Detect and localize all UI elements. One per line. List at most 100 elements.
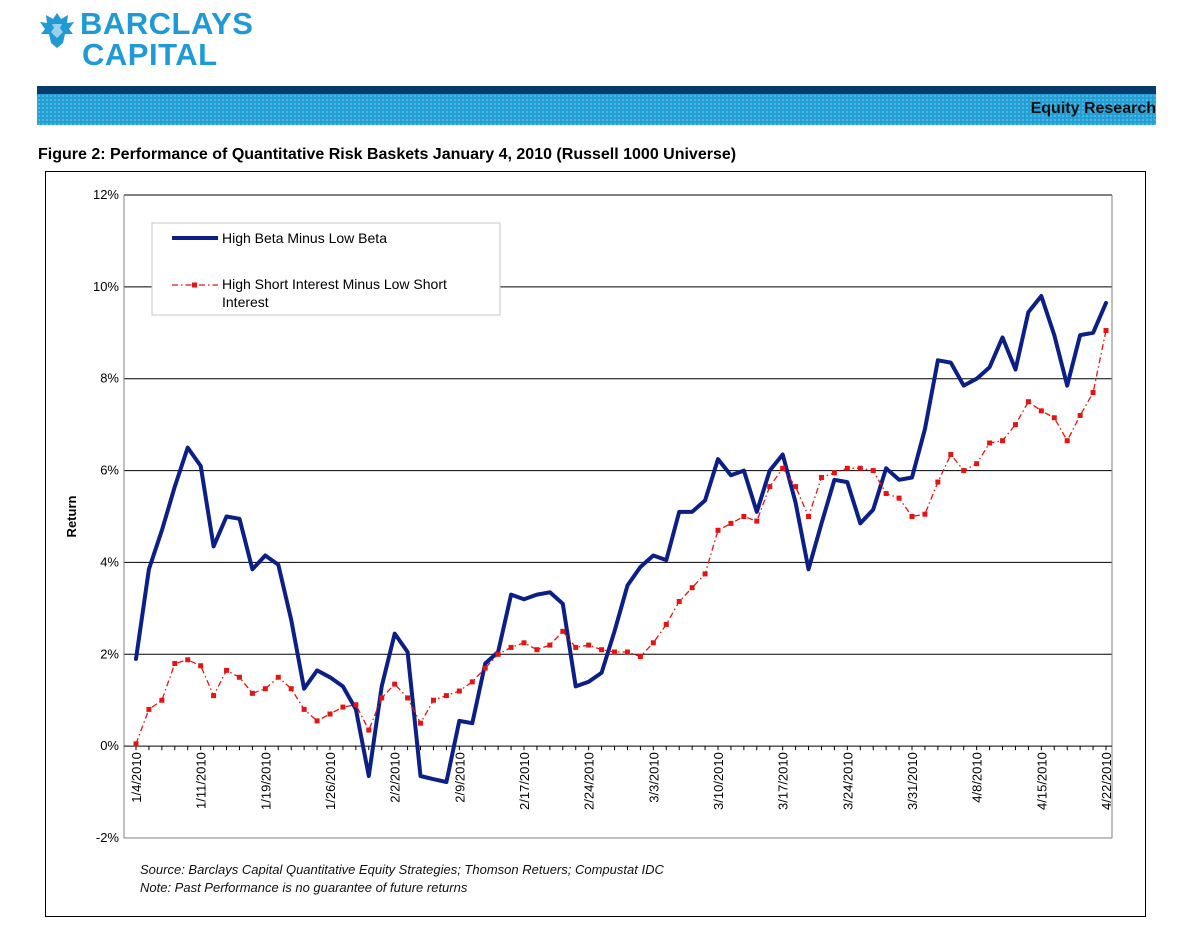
series-line-short-interest bbox=[135, 330, 1107, 745]
legend-swatch-marker bbox=[192, 282, 197, 288]
y-tick-label: 8% bbox=[100, 371, 119, 386]
logo-wordmark: BARCLAYS CAPITAL bbox=[80, 8, 253, 70]
data-point-marker bbox=[405, 695, 411, 701]
data-point-marker bbox=[133, 741, 139, 747]
data-point-marker bbox=[353, 702, 359, 708]
y-tick-label: -2% bbox=[96, 830, 120, 845]
data-point-marker bbox=[327, 711, 333, 717]
data-point-marker bbox=[974, 461, 980, 467]
data-point-marker bbox=[443, 693, 449, 699]
data-point-marker bbox=[844, 465, 850, 471]
header-band-dark bbox=[37, 86, 1156, 94]
data-point-marker bbox=[741, 514, 747, 519]
data-point-marker bbox=[249, 690, 255, 696]
x-tick-label: 1/19/2010 bbox=[258, 752, 273, 810]
figure-title: Figure 2: Performance of Quantitative Ri… bbox=[38, 146, 737, 163]
y-axis-title: Return bbox=[64, 495, 79, 537]
legend-label-short-interest-cont: Interest bbox=[222, 294, 269, 310]
data-point-marker bbox=[185, 657, 191, 663]
data-point-marker bbox=[418, 720, 424, 726]
legend-label-high-beta: High Beta Minus Low Beta bbox=[222, 230, 387, 246]
logo-line-1: BARCLAYS bbox=[80, 6, 254, 41]
data-point-marker bbox=[935, 479, 941, 485]
x-tick-label: 2/9/2010 bbox=[452, 752, 467, 803]
data-point-marker bbox=[896, 495, 902, 501]
data-point-marker bbox=[767, 484, 773, 490]
chart-frame bbox=[45, 171, 1146, 917]
data-point-marker bbox=[224, 667, 230, 673]
data-point-marker bbox=[1103, 327, 1109, 333]
x-tick-label: 4/22/2010 bbox=[1099, 752, 1114, 810]
x-tick-label: 3/10/2010 bbox=[711, 752, 726, 810]
data-point-marker bbox=[715, 527, 721, 533]
x-tick-label: 4/15/2010 bbox=[1034, 752, 1049, 810]
data-point-marker bbox=[987, 440, 993, 446]
data-point-marker bbox=[599, 647, 605, 653]
x-tick-label: 3/31/2010 bbox=[905, 752, 920, 810]
data-point-marker bbox=[922, 511, 928, 517]
data-point-marker bbox=[1051, 415, 1057, 421]
data-point-marker bbox=[806, 514, 812, 519]
data-point-marker bbox=[1025, 399, 1031, 405]
data-point-marker bbox=[909, 514, 915, 519]
data-point-marker bbox=[793, 484, 799, 490]
section-label: Equity Research bbox=[1030, 100, 1156, 117]
x-tick-label: 2/2/2010 bbox=[388, 752, 403, 803]
data-point-marker bbox=[392, 681, 398, 687]
data-point-marker bbox=[948, 451, 954, 457]
data-point-marker bbox=[624, 649, 630, 655]
data-point-marker bbox=[521, 640, 527, 646]
y-tick-label: 12% bbox=[93, 187, 119, 202]
data-point-marker bbox=[366, 727, 372, 733]
data-point-marker bbox=[1038, 408, 1044, 414]
data-point-marker bbox=[663, 621, 669, 627]
data-point-marker bbox=[818, 474, 824, 480]
data-point-marker bbox=[650, 640, 656, 646]
series-line-high-beta bbox=[134, 294, 1108, 784]
data-point-marker bbox=[1012, 422, 1018, 428]
data-point-marker bbox=[469, 679, 475, 685]
x-tick-label: 1/4/2010 bbox=[129, 752, 144, 803]
data-point-marker bbox=[146, 706, 152, 712]
data-point-marker bbox=[314, 718, 320, 724]
data-point-marker bbox=[586, 642, 592, 648]
data-point-marker bbox=[379, 695, 385, 701]
data-point-marker bbox=[172, 660, 178, 666]
y-tick-label: 10% bbox=[93, 279, 119, 294]
data-point-marker bbox=[702, 571, 708, 577]
data-point-marker bbox=[612, 649, 618, 655]
data-point-marker bbox=[198, 663, 204, 669]
chart-source: Source: Barclays Capital Quantitative Eq… bbox=[140, 861, 664, 897]
x-tick-label: 4/8/2010 bbox=[970, 752, 985, 803]
data-point-marker bbox=[1090, 389, 1096, 395]
data-point-marker bbox=[637, 654, 643, 660]
data-point-marker bbox=[560, 628, 566, 634]
y-tick-label: 2% bbox=[100, 646, 119, 661]
x-tick-label: 2/24/2010 bbox=[582, 752, 597, 810]
note-line: Note: Past Performance is no guarantee o… bbox=[140, 880, 468, 895]
data-point-marker bbox=[870, 468, 876, 474]
data-point-marker bbox=[780, 465, 786, 471]
data-point-marker bbox=[340, 704, 346, 710]
x-tick-label: 3/17/2010 bbox=[776, 752, 791, 810]
x-tick-label: 3/24/2010 bbox=[840, 752, 855, 810]
x-tick-label: 1/26/2010 bbox=[323, 752, 338, 810]
data-point-marker bbox=[689, 585, 695, 591]
y-tick-label: 6% bbox=[100, 463, 119, 478]
data-point-marker bbox=[676, 598, 682, 604]
y-tick-label: 4% bbox=[100, 554, 119, 569]
data-point-marker bbox=[573, 644, 579, 650]
data-point-marker bbox=[547, 642, 553, 648]
data-point-marker bbox=[495, 651, 501, 657]
logo-line-2: CAPITAL bbox=[82, 37, 218, 72]
data-point-marker bbox=[754, 518, 760, 524]
data-point-marker bbox=[857, 465, 863, 471]
data-point-marker bbox=[961, 468, 967, 474]
data-point-marker bbox=[211, 693, 217, 699]
data-point-marker bbox=[1064, 438, 1070, 444]
data-point-marker bbox=[430, 697, 436, 703]
y-tick-label: 0% bbox=[100, 738, 119, 753]
data-point-marker bbox=[275, 674, 281, 680]
source-line: Source: Barclays Capital Quantitative Eq… bbox=[140, 862, 664, 877]
